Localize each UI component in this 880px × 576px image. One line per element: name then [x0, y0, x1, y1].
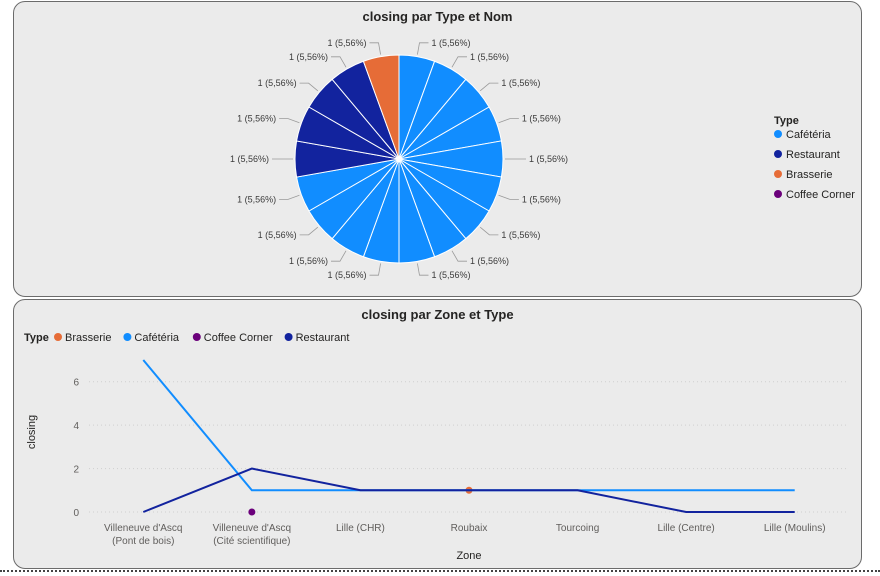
line-legend-item-1[interactable]: Cafétéria — [134, 332, 180, 344]
x-tick-label-4: Tourcoing — [556, 523, 599, 534]
line-legend-marker-2 — [192, 333, 201, 341]
page-bottom-border — [0, 570, 880, 572]
y-tick-label-1: 2 — [73, 465, 79, 476]
pie-leader-line-0 — [417, 42, 429, 55]
pie-leader-line-16 — [331, 56, 347, 68]
pie-data-label-16: 1 (5,56%) — [289, 52, 328, 62]
y-tick-label-0: 0 — [73, 508, 79, 519]
pie-legend-title: Type — [774, 115, 799, 127]
x-tick-label-3: Roubaix — [451, 523, 488, 534]
pie-legend-marker-3 — [774, 190, 782, 198]
pie-leader-line-6 — [479, 226, 499, 236]
y-axis-title: closing — [26, 415, 38, 449]
pie-data-label-4: 1 (5,56%) — [529, 154, 568, 164]
pie-data-label-6: 1 (5,56%) — [501, 230, 540, 240]
pie-data-label-8: 1 (5,56%) — [431, 270, 470, 280]
pie-chart-svg: 1 (5,56%)1 (5,56%)1 (5,56%)1 (5,56%)1 (5… — [230, 38, 855, 280]
line-chart-panel[interactable]: closing par Zone et Type Type Brasserie Ca… — [13, 299, 862, 569]
pie-leader-line-1 — [451, 56, 467, 68]
pie-data-label-12: 1 (5,56%) — [237, 194, 276, 204]
pie-leader-line-2 — [479, 82, 499, 92]
pie-leader-line-5 — [498, 194, 519, 200]
pie-data-label-2: 1 (5,56%) — [501, 78, 540, 88]
pie-leader-line-14 — [279, 118, 300, 124]
line-chart-title: closing par Zone et Type — [361, 307, 514, 322]
x-axis-title: Zone — [456, 550, 481, 562]
pie-data-label-1: 1 (5,56%) — [470, 52, 509, 62]
x-tick-label-0: Villeneuve d'Ascq (Pont de bois) — [104, 523, 182, 547]
y-tick-label-2: 4 — [73, 421, 79, 432]
pie-legend-marker-0 — [774, 130, 782, 138]
pie-legend-item-0[interactable]: Cafétéria — [786, 129, 832, 141]
y-tick-label-3: 6 — [73, 378, 79, 389]
pie-data-label-15: 1 (5,56%) — [258, 78, 297, 88]
pie-legend-item-2[interactable]: Brasserie — [786, 169, 832, 181]
pie-data-label-10: 1 (5,56%) — [289, 256, 328, 266]
pie-slice-17[interactable] — [362, 54, 400, 160]
line-legend-item-2[interactable]: Coffee Corner — [204, 332, 273, 344]
line-legend-marker-3 — [284, 333, 293, 341]
pie-data-label-14: 1 (5,56%) — [237, 114, 276, 124]
x-tick-label-5: Lille (Centre) — [658, 523, 715, 534]
series-line-restaurant[interactable] — [142, 467, 795, 513]
pie-leader-line-10 — [331, 250, 347, 262]
line-legend-item-0[interactable]: Brasserie — [65, 332, 111, 344]
pie-data-label-9: 1 (5,56%) — [327, 270, 366, 280]
pie-leader-line-3 — [498, 118, 519, 124]
pie-legend-marker-2 — [774, 170, 782, 178]
pie-legend-item-3[interactable]: Coffee Corner — [786, 189, 855, 201]
pie-legend-item-1[interactable]: Restaurant — [786, 149, 840, 161]
pie-chart-title: closing par Type et Nom — [362, 9, 513, 24]
line-legend-title: Type — [24, 332, 49, 344]
series-point-coffee-corner-1[interactable] — [248, 508, 256, 516]
pie-data-label-11: 1 (5,56%) — [258, 230, 297, 240]
pie-leader-line-15 — [299, 82, 319, 92]
pie-data-label-7: 1 (5,56%) — [470, 256, 509, 266]
pie-data-label-3: 1 (5,56%) — [522, 114, 561, 124]
x-tick-label-6: Lille (Moulins) — [764, 523, 826, 534]
pie-legend-marker-1 — [774, 150, 782, 158]
pie-leader-line-8 — [417, 263, 429, 276]
pie-data-label-13: 1 (5,56%) — [230, 154, 269, 164]
pie-chart-panel[interactable]: closing par Type et Nom 1 (5,56%) 1 (5,56… — [13, 1, 862, 297]
x-tick-label-2: Lille (CHR) — [336, 523, 385, 534]
pie-leader-line-12 — [279, 194, 300, 200]
line-chart-svg: Type Brasserie Cafétéria Coffee Corner Resta… — [24, 332, 849, 562]
pie-data-label-0: 1 (5,56%) — [431, 38, 470, 48]
pie-leader-line-7 — [451, 250, 467, 262]
pie-leader-line-17 — [369, 42, 381, 55]
line-legend-marker-1 — [123, 333, 132, 341]
x-tick-label-1: Villeneuve d'Ascq (Cité scientifique) — [213, 523, 291, 547]
pie-leader-line-11 — [299, 226, 319, 236]
line-legend-item-3[interactable]: Restaurant — [296, 332, 350, 344]
line-legend-marker-0 — [54, 333, 62, 341]
pie-data-label-17: 1 (5,56%) — [327, 38, 366, 48]
pie-data-label-5: 1 (5,56%) — [522, 194, 561, 204]
pie-leader-line-9 — [369, 263, 381, 276]
